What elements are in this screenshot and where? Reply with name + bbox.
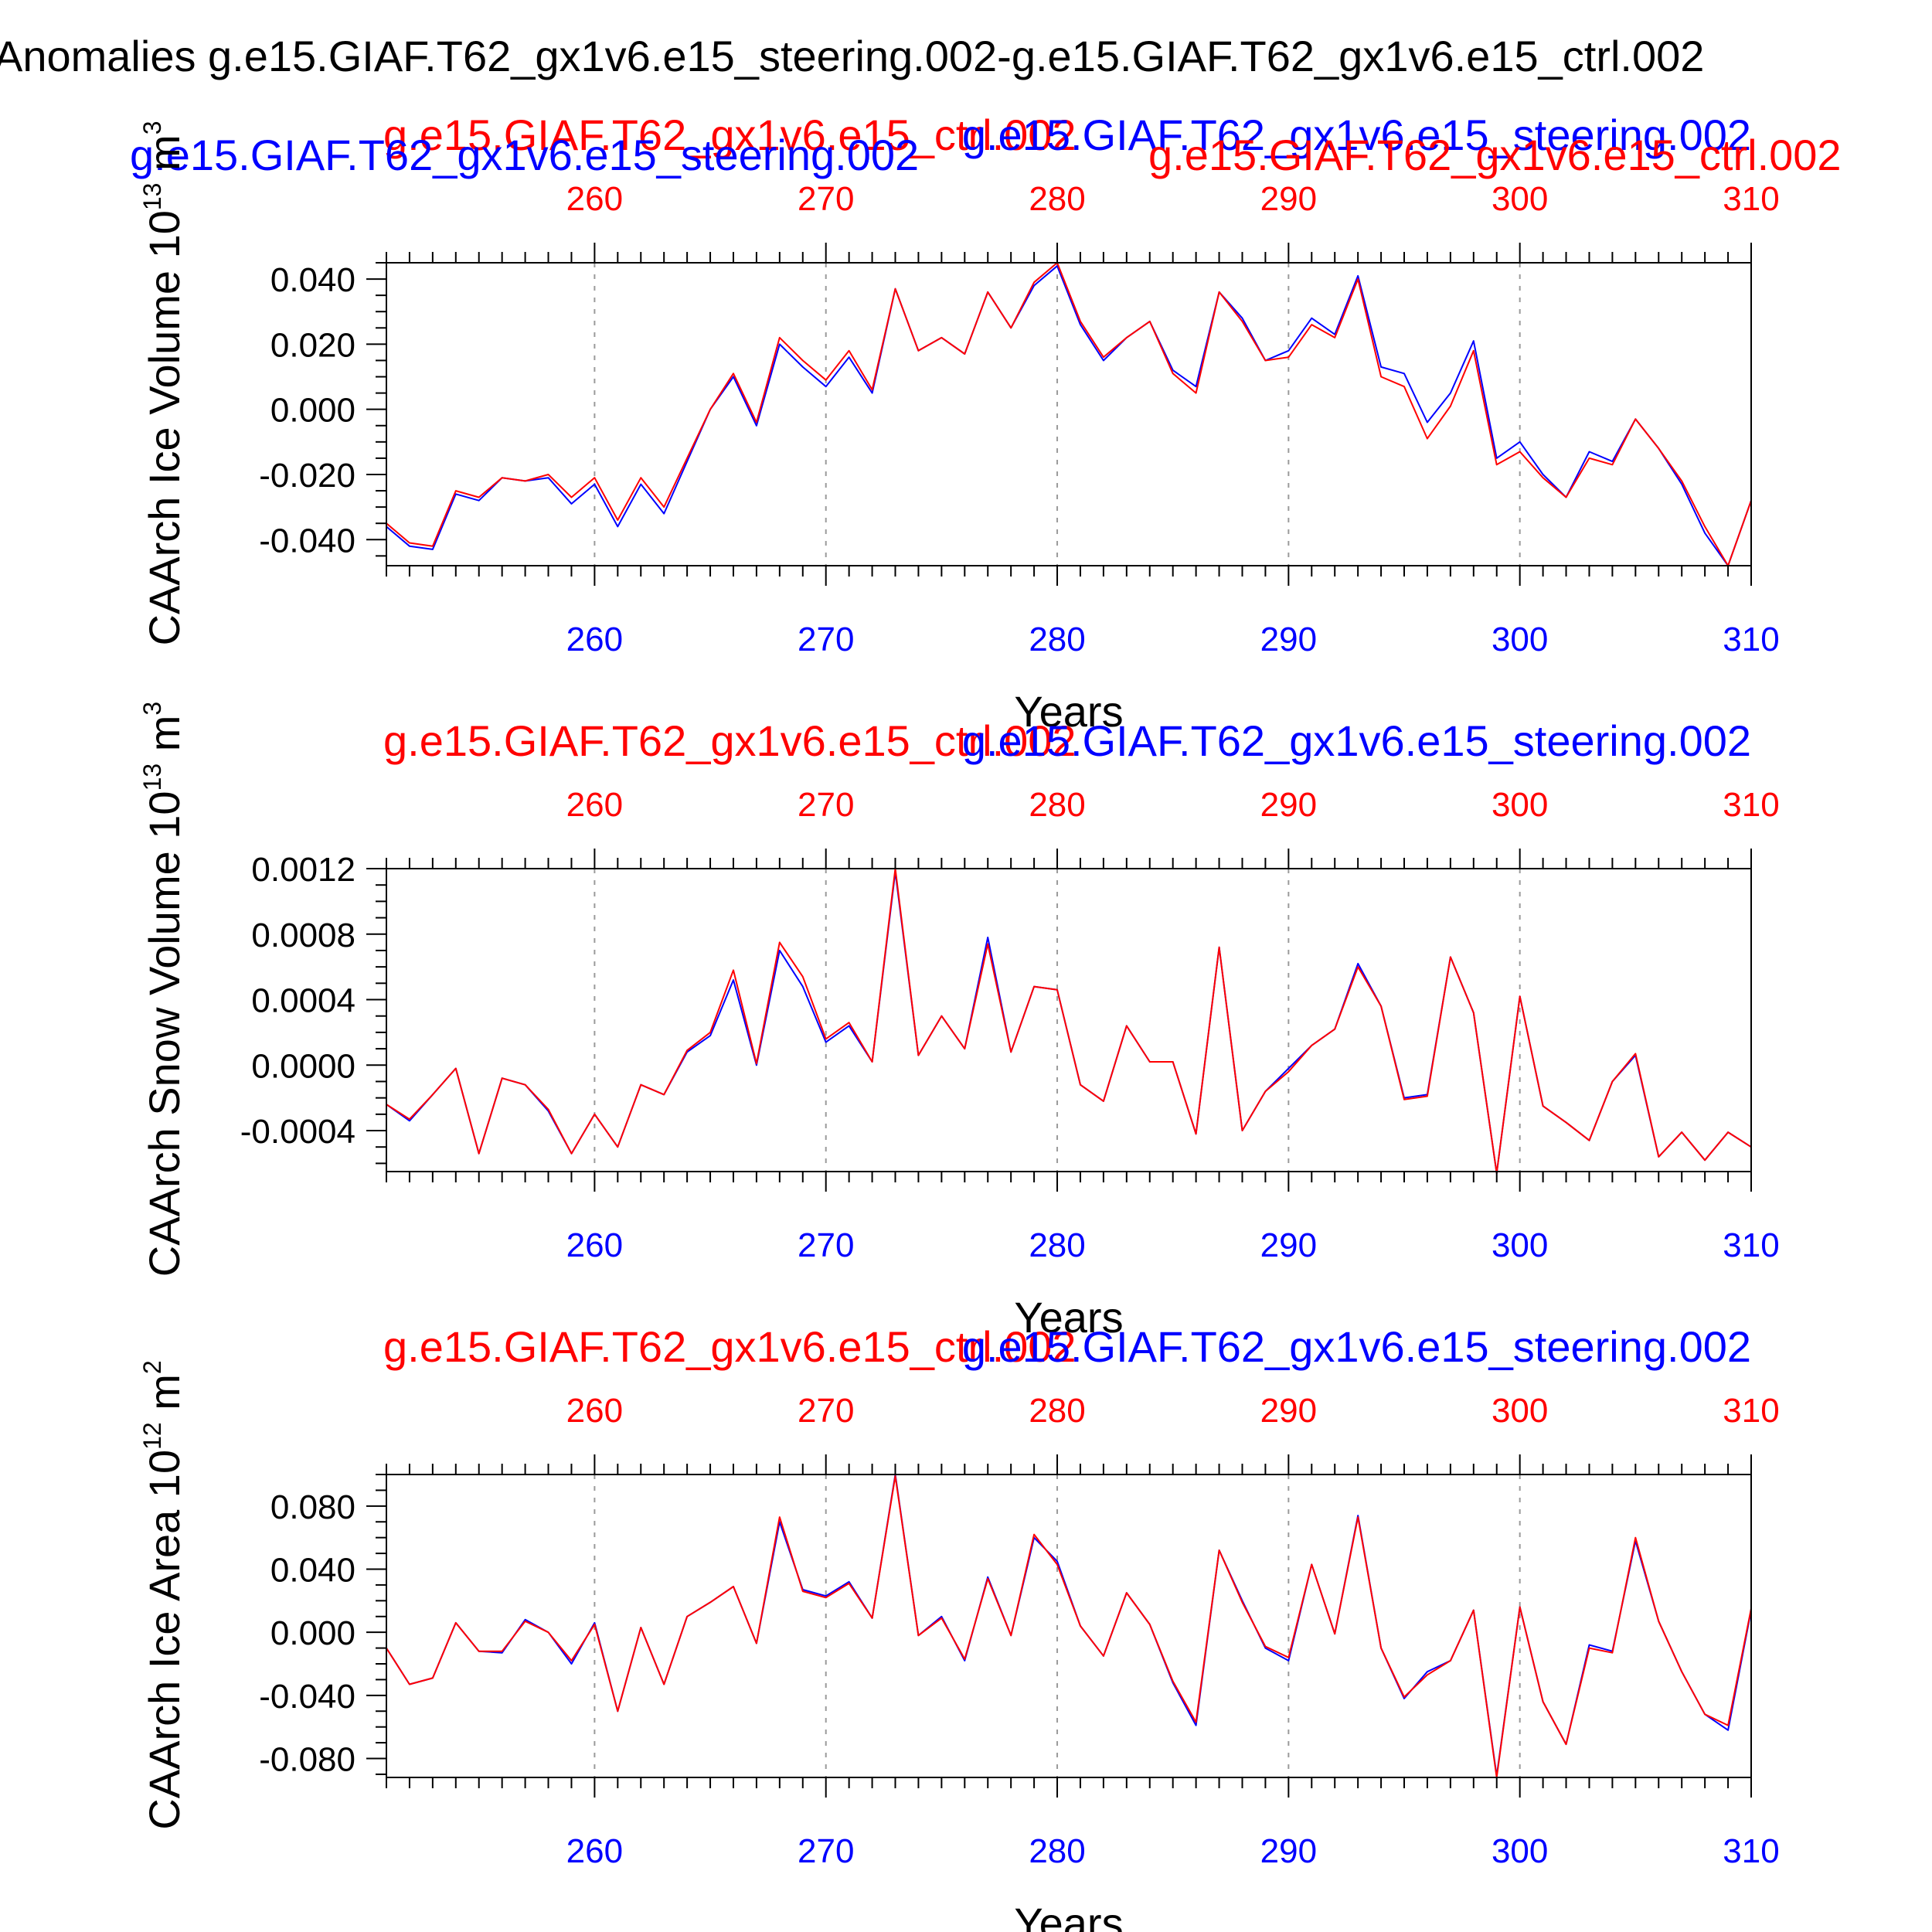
- y-axis-title-text: CAArch Ice Volume 10: [140, 210, 189, 645]
- x-tick-label-bottom: 290: [1260, 621, 1317, 658]
- x-tick-label-bottom: 280: [1029, 621, 1085, 658]
- x-axis-title: Years: [1014, 1293, 1123, 1342]
- run-label-steering: g.e15.GIAF.T62_gx1v6.e15_steering.002: [962, 716, 1751, 765]
- x-tick-label-top: 310: [1723, 1392, 1779, 1430]
- plot-frame: [386, 262, 1752, 566]
- y-axis-title: CAArch Snow Volume 1013 m3: [138, 702, 189, 1277]
- y-tick-label: 0.020: [270, 326, 355, 364]
- y-tick-label: -0.040: [259, 522, 355, 560]
- y-tick-label: 0.0004: [251, 982, 355, 1020]
- plot-frame: [386, 1474, 1752, 1778]
- y-tick-label: 0.040: [270, 1552, 355, 1590]
- y-tick-label: 0.040: [270, 261, 355, 299]
- x-tick-label-top: 310: [1723, 180, 1779, 218]
- y-axis-title-unit-exponent: 3: [138, 121, 166, 135]
- y-tick-label: 0.080: [270, 1488, 355, 1526]
- x-axis-title: Years: [1014, 687, 1123, 736]
- y-tick-label: 0.000: [270, 392, 355, 430]
- x-tick-label-top: 300: [1492, 786, 1548, 824]
- x-tick-label-top: 260: [566, 180, 623, 218]
- run-label-ctrl: g.e15.GIAF.T62_gx1v6.e15_ctrl.002: [383, 716, 1077, 765]
- series-line-ctrl: [386, 1475, 1752, 1778]
- series-line-ctrl: [386, 262, 1752, 566]
- y-axis-title-exponent: 13: [138, 764, 166, 791]
- panel-ice-volume: 0.040 0.020 0.000 -0.020 -0.040 260 260 270 270 2…: [130, 111, 1842, 736]
- x-tick-label-bottom: 310: [1723, 1832, 1779, 1870]
- x-tick-label-bottom: 260: [566, 621, 623, 658]
- figure-title: Anomalies g.e15.GIAF.T62_gx1v6.e15_steer…: [0, 32, 1704, 80]
- x-tick-label-top: 270: [798, 180, 854, 218]
- x-tick-label-bottom: 270: [798, 621, 854, 658]
- panel-ice-area: 0.080 0.040 0.000 -0.040 -0.080 260 260 270 270 2…: [138, 1322, 1780, 1932]
- y-axis-title-text: CAArch Snow Volume 10: [140, 791, 189, 1277]
- series-line-ctrl: [386, 868, 1752, 1175]
- x-axis-title: Years: [1014, 1899, 1123, 1932]
- y-tick-label: 0.0008: [251, 917, 355, 954]
- x-tick-label-bottom: 270: [798, 1832, 854, 1870]
- x-tick-label-bottom: 300: [1492, 621, 1548, 658]
- x-tick-label-top: 290: [1260, 1392, 1317, 1430]
- y-axis-title-unit: m: [140, 1374, 189, 1422]
- y-tick-label: 0.0012: [251, 851, 355, 889]
- x-tick-label-bottom: 260: [566, 1832, 623, 1870]
- series-line-steering: [386, 871, 1752, 1175]
- y-axis-title-unit-exponent: 2: [138, 1360, 166, 1374]
- y-axis-title-exponent: 13: [138, 183, 166, 211]
- panels: 0.040 0.020 0.000 -0.020 -0.040 260 260 270 270 2…: [130, 111, 1842, 1932]
- y-axis-title-exponent: 12: [138, 1422, 166, 1450]
- y-axis-title-text: CAArch Ice Area 10: [140, 1450, 189, 1830]
- x-tick-label-top: 280: [1029, 1392, 1085, 1430]
- plot-frame: [386, 868, 1752, 1172]
- x-tick-label-top: 300: [1492, 180, 1548, 218]
- y-axis-title-unit: m: [140, 134, 189, 182]
- run-label-ctrl-right: g.e15.GIAF.T62_gx1v6.e15_ctrl.002: [1148, 131, 1842, 179]
- x-tick-label-bottom: 280: [1029, 1226, 1085, 1264]
- y-tick-label: -0.0004: [240, 1113, 355, 1151]
- y-axis-title-unit-exponent: 3: [138, 702, 166, 716]
- run-label-ctrl: g.e15.GIAF.T62_gx1v6.e15_ctrl.002: [383, 1322, 1077, 1371]
- y-tick-label: -0.080: [259, 1741, 355, 1779]
- x-tick-label-top: 260: [566, 1392, 623, 1430]
- x-tick-label-bottom: 310: [1723, 1226, 1779, 1264]
- y-axis-title: CAArch Ice Volume 1013 m3: [138, 121, 189, 646]
- x-tick-label-top: 280: [1029, 180, 1085, 218]
- x-tick-label-bottom: 300: [1492, 1226, 1548, 1264]
- run-label-ctrl: g.e15.GIAF.T62_gx1v6.e15_ctrl.002: [383, 111, 1077, 159]
- series-line-steering: [386, 1474, 1752, 1777]
- x-tick-label-bottom: 270: [798, 1226, 854, 1264]
- x-tick-label-top: 280: [1029, 786, 1085, 824]
- y-tick-label: 0.0000: [251, 1047, 355, 1085]
- run-label-steering: g.e15.GIAF.T62_gx1v6.e15_steering.002: [962, 1322, 1751, 1371]
- series-line-steering: [386, 265, 1752, 566]
- y-tick-label: -0.020: [259, 457, 355, 495]
- x-tick-label-bottom: 280: [1029, 1832, 1085, 1870]
- x-tick-label-bottom: 300: [1492, 1832, 1548, 1870]
- y-tick-label: -0.040: [259, 1678, 355, 1716]
- x-tick-label-top: 270: [798, 786, 854, 824]
- run-label-steering-left: g.e15.GIAF.T62_gx1v6.e15_steering.002: [130, 131, 919, 179]
- y-axis-title-unit: m: [140, 716, 189, 764]
- x-tick-label-bottom: 290: [1260, 1832, 1317, 1870]
- x-tick-label-bottom: 290: [1260, 1226, 1317, 1264]
- x-tick-label-top: 290: [1260, 786, 1317, 824]
- x-tick-label-top: 260: [566, 786, 623, 824]
- y-axis-title: CAArch Ice Area 1012 m2: [138, 1360, 189, 1829]
- x-tick-label-bottom: 260: [566, 1226, 623, 1264]
- panel-snow-volume: 0.0012 0.0008 0.0004 0.0000 -0.0004 260 260 270…: [138, 702, 1780, 1342]
- x-tick-label-bottom: 310: [1723, 621, 1779, 658]
- x-tick-label-top: 290: [1260, 180, 1317, 218]
- y-tick-label: 0.000: [270, 1614, 355, 1652]
- x-tick-label-top: 270: [798, 1392, 854, 1430]
- x-tick-label-top: 310: [1723, 786, 1779, 824]
- x-tick-label-top: 300: [1492, 1392, 1548, 1430]
- run-label-steering: g.e15.GIAF.T62_gx1v6.e15_steering.002: [962, 111, 1751, 159]
